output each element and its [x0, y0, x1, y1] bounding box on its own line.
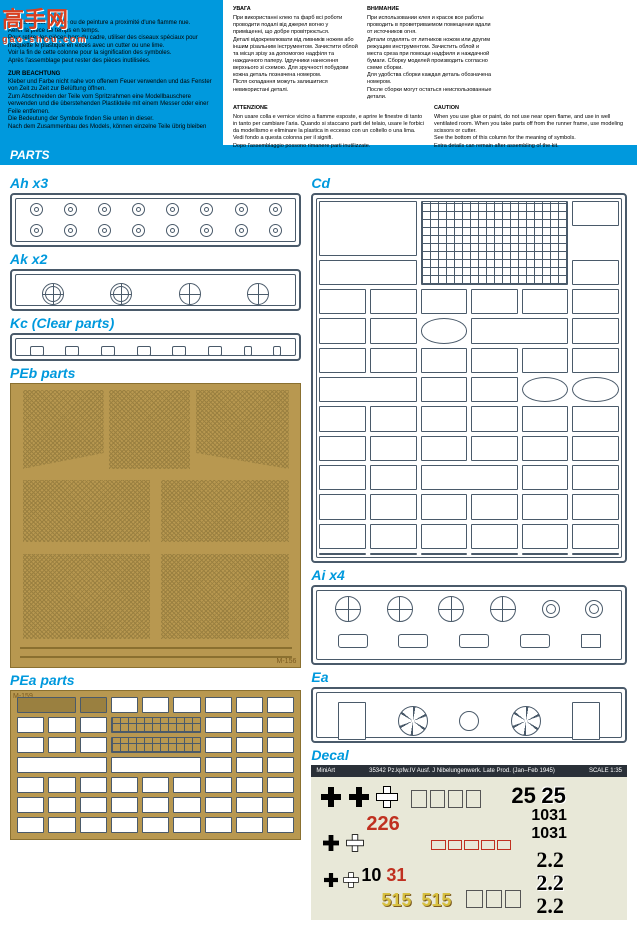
warn-it-1: Dopo l'assemblaggio possono rimanere par…	[233, 143, 426, 150]
pe-panel-b: M-156	[10, 383, 301, 668]
pe-panel-a: M-159	[10, 690, 301, 840]
watermark-sub: gao-shou.com	[2, 34, 88, 44]
right-column: Cd Ai x4	[311, 171, 627, 920]
sprue-kc	[10, 333, 301, 361]
label-cd: Cd	[311, 175, 627, 191]
sprue-ak	[10, 269, 301, 311]
warn-it-0: Non usare colla e vernice vicino a fiamm…	[233, 114, 426, 143]
decal-num: 515	[381, 890, 411, 911]
watermark-logo: 高手网 gao-shou.com	[2, 2, 88, 44]
sprue-ah	[10, 193, 301, 247]
warn-ru-hd: ВНИМАНИЕ	[367, 6, 493, 13]
warn-en-2: Extra details can remain after assemblin…	[434, 143, 627, 150]
decal-logo: MiniArt	[316, 768, 335, 774]
decal-scale: SCALE 1:35	[589, 768, 622, 774]
left-column: Ah x3 Ak x2 Kc (Clear parts)	[10, 171, 301, 920]
balkenkreuz-outline-icon	[377, 787, 397, 807]
label-ai: Ai x4	[311, 567, 627, 583]
instr-de-2: Die Bedeutung der Symbole finden Sie unt…	[8, 116, 215, 124]
label-kc: Kc (Clear parts)	[10, 315, 301, 331]
warn-ru-1: Детали отделять от литников ножом или др…	[367, 37, 493, 73]
warn-ru-2: Для удобства сборки каждая деталь обозна…	[367, 72, 493, 86]
balkenkreuz-icon	[349, 787, 369, 807]
warn-ru-3: После сборки могут остаться неиспользова…	[367, 87, 493, 101]
label-ak: Ak x2	[10, 251, 301, 267]
instr-fr-4: Après l'assemblage peut rester des pièce…	[8, 58, 215, 66]
balkenkreuz-icon	[321, 787, 341, 807]
warn-ua-2: Після складання можуть залишитися невико…	[233, 79, 359, 93]
instr-de-heading: ZUR BEACHTUNG	[8, 71, 215, 79]
decal-num: 1031	[531, 825, 567, 843]
warn-it: ATTENZIONE Non usare colla e vernice vic…	[229, 103, 430, 152]
sprue-ai	[311, 585, 627, 665]
main-layout: Ah x3 Ak x2 Kc (Clear parts)	[0, 165, 637, 926]
peb-code: M-156	[277, 658, 297, 665]
watermark-main: 高手	[2, 7, 46, 32]
warn-en-1: See the bottom of this column for the me…	[434, 135, 627, 142]
warn-en-hd: CAUTION	[434, 105, 627, 112]
label-decal: Decal	[311, 747, 627, 763]
warn-ua-0: При використанні клею та фарб всі роботи…	[233, 15, 359, 36]
decal-num: 25	[511, 783, 535, 809]
balkenkreuz-outline-icon	[344, 873, 358, 887]
balkenkreuz-icon	[323, 835, 339, 851]
decal-header: MiniArt 35342 Pz.kpfw.IV Ausf. J Nibelun…	[311, 765, 627, 777]
balkenkreuz-outline-icon	[347, 835, 363, 851]
watermark-side: 网	[46, 7, 68, 32]
instr-de-0: Kleber und Farbe nicht nahe von offenem …	[8, 79, 215, 94]
warn-it-hd: ATTENZIONE	[233, 105, 426, 112]
instr-de-3: Nach dem Zusammenbau des Models, können …	[8, 124, 215, 132]
decal-num: 2.2	[536, 893, 564, 919]
warn-en-0: When you use glue or paint, do not use n…	[434, 114, 627, 135]
warn-ua-1: Деталі відокремлювати від ливників ножем…	[233, 37, 359, 80]
instr-fr-3: Voir la fin de cette colonne pour la sig…	[8, 50, 215, 58]
warn-ua: УВАГА При використанні клею та фарб всі …	[229, 4, 363, 103]
instr-de-1: Zum Abschneiden der Teile vom Spritzrahm…	[8, 94, 215, 117]
label-peb: PEb parts	[10, 365, 301, 381]
warn-ua-hd: УВАГА	[233, 6, 359, 13]
sprue-ea	[311, 687, 627, 743]
label-ea: Ea	[311, 669, 627, 685]
decal-num: 515	[421, 890, 451, 911]
label-ah: Ah x3	[10, 175, 301, 191]
decal-title: 35342 Pz.kpfw.IV Ausf. J Nibelungenwerk.…	[369, 768, 555, 774]
decal-num: 1031	[531, 807, 567, 825]
warn-en: CAUTION When you use glue or paint, do n…	[430, 103, 631, 152]
warn-ru: ВНИМАНИЕ При использовании клея и красок…	[363, 4, 497, 103]
decal-num: 226	[366, 813, 399, 836]
warn-ru-0: При использовании клея и красок все рабо…	[367, 15, 493, 36]
decal-sheet: MiniArt 35342 Pz.kpfw.IV Ausf. J Nibelun…	[311, 765, 627, 920]
top-bar: Ne pas utiliser de colle ou de peinture …	[0, 0, 637, 145]
warnings-panel: УВАГА При використанні клею та фарб всі …	[223, 0, 637, 145]
decal-num: 31	[386, 865, 406, 886]
balkenkreuz-icon	[324, 873, 338, 887]
decal-num: 25	[541, 783, 565, 809]
label-pea: PEa parts	[10, 672, 301, 688]
decal-num: 10	[361, 865, 381, 886]
sprue-cd	[311, 193, 627, 563]
